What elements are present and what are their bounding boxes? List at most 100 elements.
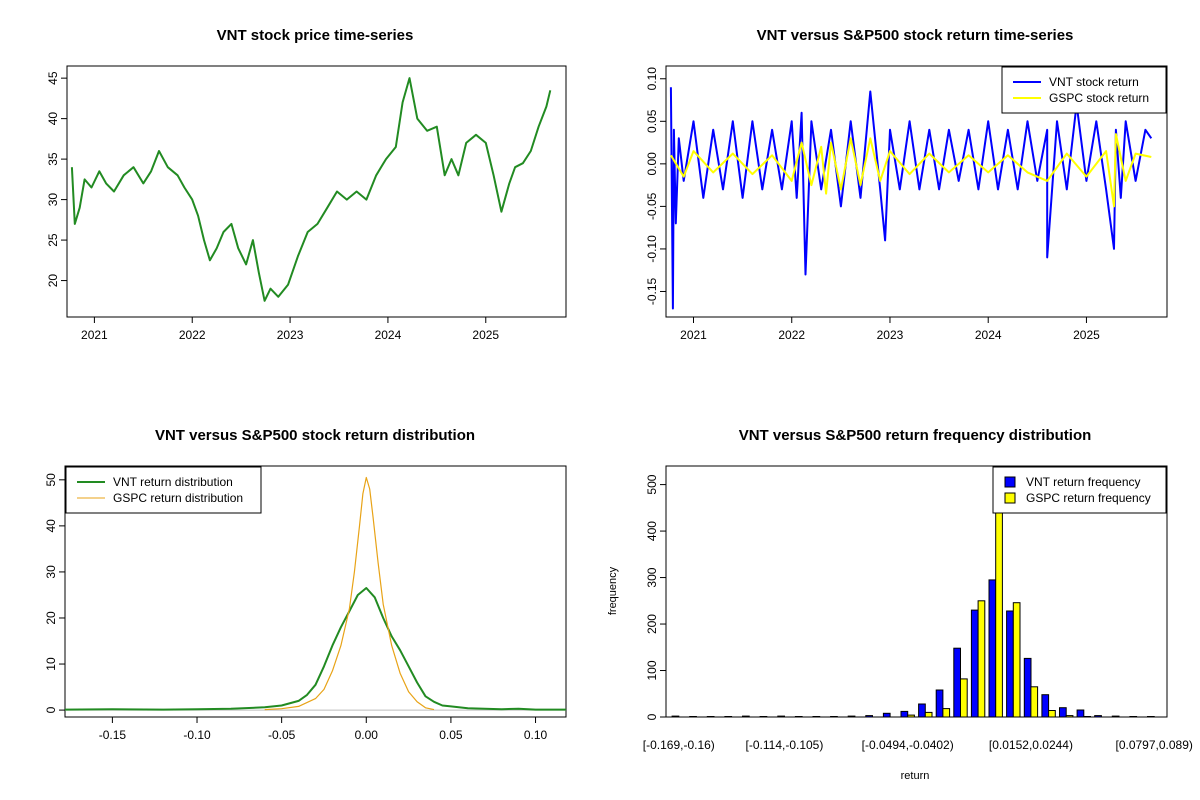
vnt-freq-bar (882, 712, 891, 718)
vnt-freq-bar (1094, 715, 1102, 718)
x-tick-label: 2022 (179, 328, 206, 342)
density-legend-box (65, 466, 262, 514)
x-tick-label: 2021 (680, 328, 707, 342)
density-legend: VNT return distribution GSPC return dist… (65, 466, 262, 514)
gspc-freq-bar (977, 600, 986, 718)
vnt-freq-bar (706, 716, 715, 718)
y-tick-label: 35 (46, 152, 60, 166)
vnt-freq-bar (847, 715, 856, 718)
returns-legend-box (1001, 66, 1167, 114)
price-plot-frame (66, 65, 567, 318)
y-tick-label: 30 (46, 193, 60, 207)
returns-legend: VNT stock return GSPC stock return (1001, 66, 1167, 114)
vnt-freq-bar (777, 715, 785, 718)
returns-y-axis: -0.15 -0.10 -0.05 0.00 0.05 0.10 (645, 67, 666, 305)
x-tick-label: 2023 (877, 328, 904, 342)
gspc-freq-bar (960, 678, 968, 718)
x-tick-label: -0.10 (183, 728, 211, 742)
vnt-freq-bar (812, 716, 821, 718)
price-x-axis: 2021 2022 2023 2024 2025 (81, 317, 499, 342)
gspc-freq-bar (1012, 602, 1021, 718)
histogram-legend-swatch-vnt (1004, 476, 1016, 488)
y-tick-label: 0.10 (645, 67, 659, 91)
histogram-legend-label-gspc: GSPC return frequency (1026, 491, 1151, 505)
density-series (64, 476, 566, 711)
y-tick-label: 0 (44, 706, 58, 713)
x-tick-label: -0.05 (268, 728, 296, 742)
y-tick-label: -0.05 (645, 192, 659, 220)
x-tick-label: 0.00 (355, 728, 379, 742)
density-x-axis: -0.15 -0.10 -0.05 0.00 0.05 0.10 (99, 717, 548, 742)
x-tick-label: [0.0797,0.089) (1115, 738, 1192, 752)
gspc-freq-bar (1065, 715, 1074, 718)
vnt-freq-bar (689, 716, 697, 718)
gspc-freq-bar (942, 708, 951, 718)
vnt-freq-bar (1059, 707, 1067, 718)
vnt-freq-bar (1076, 709, 1085, 718)
y-tick-label: 200 (645, 614, 659, 634)
vnt-freq-bar (794, 716, 803, 718)
price-chart-title: VNT stock price time-series (217, 27, 414, 44)
density-legend-label-gspc: GSPC return distribution (113, 491, 243, 505)
vnt-freq-bar (759, 716, 768, 718)
x-tick-label: 2025 (472, 328, 499, 342)
vnt-freq-bar (935, 689, 944, 718)
y-tick-label: 30 (44, 565, 58, 579)
density-y-axis: 0 10 20 30 40 50 (44, 473, 65, 713)
vnt-freq-bar (1023, 657, 1032, 718)
vnt-freq-bar (1111, 715, 1120, 718)
histogram-legend: VNT return frequency GSPC return frequen… (992, 466, 1167, 514)
returns-legend-label-gspc: GSPC stock return (1049, 91, 1149, 105)
histogram-x-axis-label: return (901, 770, 930, 782)
y-tick-label: 10 (44, 657, 58, 671)
x-tick-label: 2025 (1073, 328, 1100, 342)
vnt-freq-bar (900, 710, 909, 718)
vnt-return-line (669, 87, 1153, 310)
x-tick-label: 2021 (81, 328, 108, 342)
y-tick-label: 400 (645, 521, 659, 541)
price-y-axis: 20 25 30 35 40 45 (46, 71, 67, 287)
histogram-chart-title: VNT versus S&P500 return frequency distr… (739, 427, 1092, 444)
vnt-density-line (64, 587, 566, 711)
vnt-freq-bar (988, 579, 997, 718)
y-tick-label: 0 (645, 713, 659, 720)
y-tick-label: -0.10 (645, 235, 659, 263)
x-tick-label: 2022 (778, 328, 805, 342)
x-tick-label: 2024 (375, 328, 402, 342)
x-tick-label: [-0.169,-0.16) (643, 738, 715, 752)
density-chart: VNT versus S&P500 stock return distribut… (44, 427, 567, 742)
y-tick-label: 45 (46, 71, 60, 85)
vnt-freq-bar (830, 716, 838, 718)
vnt-freq-bar (742, 715, 750, 718)
histogram-plot-frame (665, 465, 1168, 718)
density-chart-title: VNT versus S&P500 stock return distribut… (155, 427, 475, 444)
vnt-freq-bar (865, 715, 873, 718)
x-tick-label: 0.10 (524, 728, 548, 742)
y-tick-label: 20 (46, 274, 60, 288)
histogram-chart: VNT versus S&P500 return frequency distr… (607, 427, 1193, 782)
vnt-freq-bar (970, 609, 979, 718)
vnt-price-line (70, 77, 552, 302)
vnt-freq-bar (918, 703, 926, 718)
gspc-return-line (670, 133, 1152, 208)
histogram-legend-swatch-gspc (1004, 492, 1016, 504)
returns-series (669, 87, 1153, 310)
y-tick-label: 50 (44, 473, 58, 487)
y-tick-label: 40 (46, 112, 60, 126)
returns-chart-title: VNT versus S&P500 stock return time-seri… (757, 27, 1074, 44)
gspc-freq-bar (907, 714, 915, 718)
y-tick-label: 40 (44, 519, 58, 533)
x-tick-label: -0.15 (99, 728, 127, 742)
vnt-freq-bar (1006, 610, 1014, 718)
histogram-legend-box (992, 466, 1167, 514)
density-plot-frame (64, 465, 567, 718)
vnt-freq-bar (724, 716, 733, 718)
y-tick-label: 0.00 (645, 152, 659, 176)
y-tick-label: 300 (645, 567, 659, 587)
x-tick-label: [0.0152,0.0244) (989, 738, 1073, 752)
price-series (70, 77, 552, 302)
x-tick-label: [-0.114,-0.105) (746, 738, 824, 752)
x-tick-label: [-0.0494,-0.0402) (862, 738, 954, 752)
y-tick-label: 0.05 (645, 109, 659, 133)
